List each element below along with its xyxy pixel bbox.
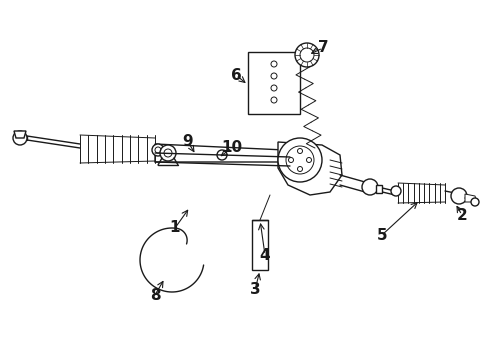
- Bar: [252, 220, 268, 270]
- Polygon shape: [14, 131, 26, 138]
- Polygon shape: [278, 142, 342, 195]
- Bar: [376, 185, 382, 193]
- Circle shape: [391, 186, 401, 196]
- Circle shape: [160, 145, 176, 161]
- Text: 9: 9: [183, 135, 194, 149]
- Circle shape: [217, 150, 227, 160]
- Circle shape: [295, 43, 319, 67]
- Polygon shape: [155, 144, 285, 162]
- Circle shape: [307, 158, 312, 162]
- Text: 4: 4: [260, 248, 270, 262]
- Polygon shape: [465, 194, 477, 202]
- Circle shape: [471, 198, 479, 206]
- Circle shape: [297, 166, 302, 171]
- Circle shape: [300, 48, 314, 62]
- Circle shape: [362, 179, 378, 195]
- Circle shape: [164, 149, 172, 157]
- Bar: [248, 52, 300, 114]
- Circle shape: [13, 131, 27, 145]
- Circle shape: [271, 97, 277, 103]
- Text: 2: 2: [457, 207, 467, 222]
- Text: 8: 8: [149, 288, 160, 302]
- Text: 5: 5: [377, 228, 387, 243]
- Circle shape: [155, 147, 161, 153]
- Text: 10: 10: [221, 140, 243, 156]
- Circle shape: [152, 144, 164, 156]
- Text: 1: 1: [170, 220, 180, 235]
- Circle shape: [271, 73, 277, 79]
- Circle shape: [297, 148, 302, 153]
- Circle shape: [271, 61, 277, 67]
- Circle shape: [271, 85, 277, 91]
- Circle shape: [289, 158, 294, 162]
- Text: 6: 6: [231, 68, 242, 82]
- Circle shape: [451, 188, 467, 204]
- Text: 3: 3: [250, 283, 260, 297]
- Circle shape: [286, 146, 314, 174]
- Text: 7: 7: [318, 40, 328, 55]
- Circle shape: [278, 138, 322, 182]
